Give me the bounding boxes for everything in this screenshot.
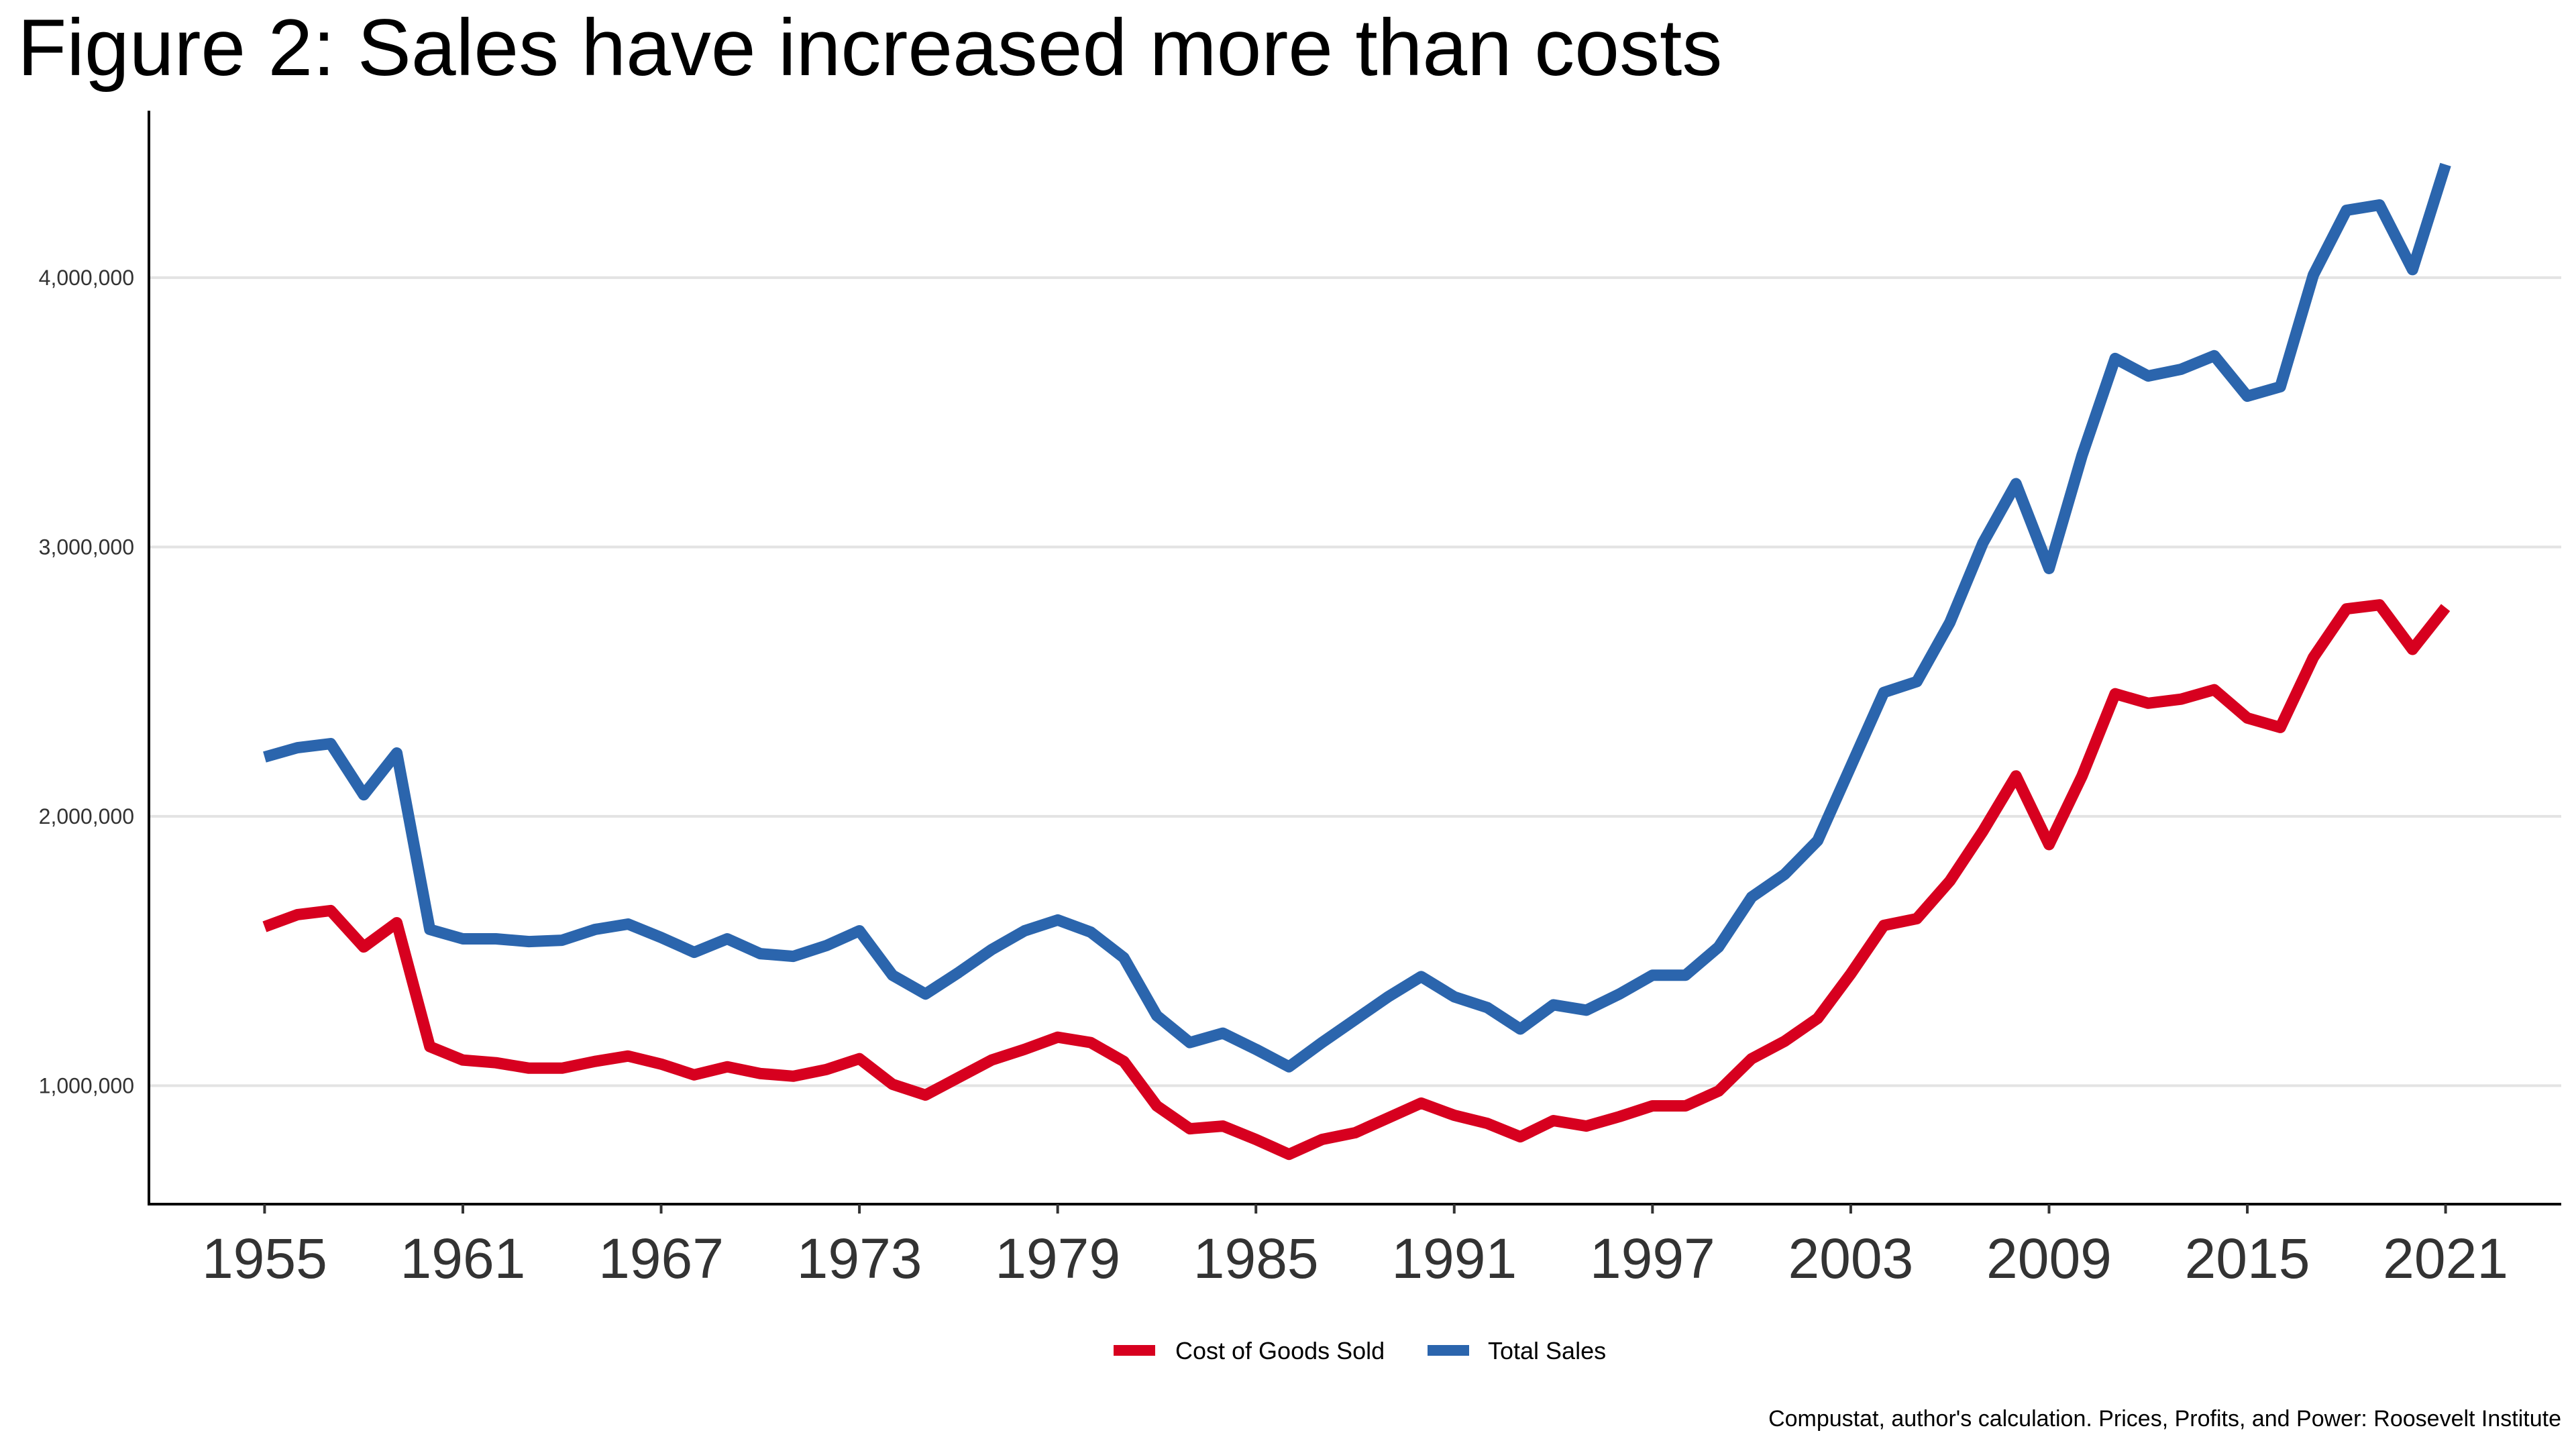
x-tick-label: 1979: [995, 1227, 1120, 1290]
y-tick-label: 4,000,000: [39, 266, 134, 290]
series-line-cost-of-goods-sold: [262, 599, 2451, 1161]
chart-title: Figure 2: Sales have increased more than…: [17, 3, 1722, 93]
x-tick-label: 2015: [2185, 1227, 2310, 1290]
x-tick-label: 1985: [1193, 1227, 1319, 1290]
series-line-total-sales: [263, 162, 2451, 1073]
y-tick-label: 1,000,000: [39, 1073, 134, 1097]
y-tick-label: 2,000,000: [39, 804, 134, 828]
legend-label-cost-of-goods-sold: Cost of Goods Sold: [1175, 1337, 1385, 1364]
x-tick-label: 1973: [797, 1227, 922, 1290]
x-tick-label: 1955: [202, 1227, 327, 1290]
legend-label-total-sales: Total Sales: [1488, 1337, 1606, 1364]
gridlines: [149, 276, 2561, 1087]
x-tick-label: 2003: [1788, 1227, 1913, 1290]
x-tick-label: 1997: [1590, 1227, 1715, 1290]
series-lines: [262, 162, 2451, 1161]
x-tick-label: 1961: [400, 1227, 526, 1290]
chart-caption: Compustat, author's calculation. Prices,…: [1768, 1406, 2561, 1432]
x-tick-label: 2009: [1986, 1227, 2112, 1290]
y-tick-label: 3,000,000: [39, 535, 134, 559]
axes: 1,000,000 2,000,000 3,000,000 4,000,000 1955…: [39, 111, 2561, 1290]
x-tick-label: 1991: [1391, 1227, 1517, 1290]
x-tick-label: 1967: [598, 1227, 724, 1290]
legend: Cost of Goods Sold Total Sales: [1114, 1337, 1606, 1364]
x-tick-label: 2021: [2383, 1227, 2508, 1290]
